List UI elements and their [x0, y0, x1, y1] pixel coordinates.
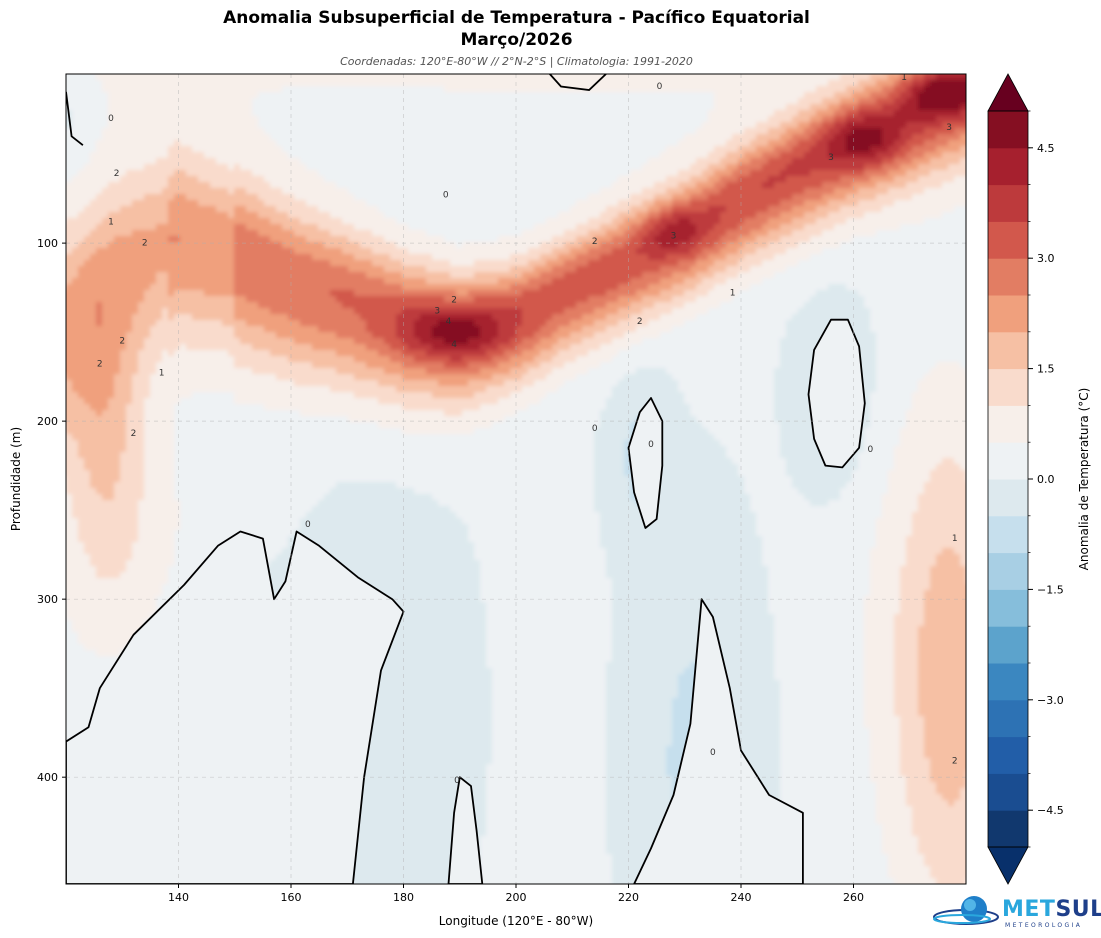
- anomaly-field: [66, 74, 966, 884]
- contour-label: 0: [454, 776, 460, 786]
- y-tick-label: 400: [37, 771, 58, 784]
- contour-label: 1: [108, 217, 114, 227]
- colorbar-bin: [988, 663, 1028, 701]
- x-tick-label: 240: [731, 891, 752, 904]
- colorbar-tick-label: 4.5: [1037, 142, 1055, 155]
- chart-title-line-2: Março/2026: [0, 30, 1033, 50]
- contour-label: 2: [952, 757, 958, 767]
- contour-label: 0: [592, 424, 598, 434]
- zero-contour-edge-1: [66, 91, 84, 146]
- y-tick-label: 100: [37, 237, 58, 250]
- contour-label: 0: [305, 520, 311, 530]
- contour-label: 4: [451, 340, 457, 350]
- colorbar-bin: [988, 184, 1028, 222]
- colorbar-tick-label: 3.0: [1037, 252, 1055, 265]
- chart-title-line-1: Anomalia Subsuperficial de Temperatura -…: [0, 8, 1033, 28]
- colorbar-bin: [988, 442, 1028, 480]
- colorbar-bin: [988, 552, 1028, 590]
- contour-label: 0: [868, 445, 874, 455]
- colorbar-bin: [988, 626, 1028, 664]
- chart-subtitle: Coordenadas: 120°E-80°W // 2°N-2°S | Cli…: [0, 55, 1033, 68]
- x-tick-label: 200: [506, 891, 527, 904]
- colorbar-bin: [988, 295, 1028, 333]
- x-tick-label: 160: [281, 891, 302, 904]
- y-axis-label: Profundidade (m): [9, 427, 23, 531]
- colorbar-bin: [988, 258, 1028, 296]
- contour-label: 3: [434, 306, 440, 316]
- contour-label: 3: [671, 232, 677, 242]
- globe-icon: [933, 896, 999, 925]
- colorbar-bin: [988, 736, 1028, 774]
- zero-contour-1: [66, 530, 405, 884]
- x-tick-label: 180: [393, 891, 414, 904]
- contour-label: 0: [108, 114, 114, 124]
- contour-label: 2: [637, 317, 643, 327]
- logo-sul: SUL: [1055, 897, 1101, 922]
- metsul-logo: METSUL METEOROLOGIA: [932, 893, 1101, 933]
- contour-label: 1: [952, 534, 958, 544]
- colorbar-bin: [988, 589, 1028, 627]
- x-tick-label: 140: [168, 891, 189, 904]
- zero-contour-3: [627, 397, 664, 529]
- colorbar-tick-label: −4.5: [1037, 804, 1064, 817]
- contour-label: 1: [901, 73, 907, 83]
- colorbar-bin: [988, 699, 1028, 738]
- logo-tagline: METEOROLOGIA: [1005, 922, 1082, 929]
- zero-contour-4: [807, 318, 866, 469]
- colorbar-bin: [988, 221, 1028, 259]
- contour-label: 2: [97, 360, 103, 370]
- colorbar-bin: [988, 147, 1028, 186]
- colorbar-bin: [988, 773, 1028, 811]
- colorbar-label: Anomalia de Temperatura (°C): [1077, 388, 1091, 571]
- y-axis: 100 200 300 400: [37, 237, 66, 784]
- colorbar-bin: [988, 405, 1028, 443]
- colorbar-bin: [988, 331, 1028, 370]
- x-tick-label: 260: [843, 891, 864, 904]
- contour-label: 2: [114, 169, 120, 179]
- grid-lines: [66, 74, 966, 884]
- colorbar-bin: [988, 810, 1028, 848]
- contour-label: 0: [443, 191, 449, 201]
- colorbar-bin: [988, 111, 1028, 149]
- contour-label: 3: [828, 153, 834, 163]
- contour-label: 0: [710, 748, 716, 758]
- x-axis: 140 160 180 200 220 240 260: [168, 884, 864, 904]
- contour-label: 0: [657, 82, 663, 92]
- y-tick-label: 300: [37, 593, 58, 606]
- colorbar: 4.5 3.0 1.5 0.0 −1.5 −3.0 −4.5: [987, 73, 1064, 885]
- logo-wordmark: METSUL: [1002, 897, 1101, 922]
- y-tick-label: 200: [37, 415, 58, 428]
- x-tick-label: 220: [618, 891, 639, 904]
- x-axis-label: Longitude (120°E - 80°W): [439, 914, 593, 928]
- contour-label: 1: [730, 288, 736, 298]
- logo-met: MET: [1002, 897, 1055, 922]
- contour-label: 4: [446, 317, 452, 327]
- contour-label: 2: [119, 337, 125, 347]
- contour-label: 1: [159, 369, 165, 379]
- colorbar-bin: [988, 515, 1028, 554]
- colorbar-bin: [988, 479, 1028, 517]
- zero-contour-edge-2: [549, 74, 607, 91]
- colorbar-tick-label: −3.0: [1037, 694, 1064, 707]
- zero-contour-5: [447, 776, 484, 884]
- colorbar-tick-label: 1.5: [1037, 363, 1055, 376]
- contour-label: 3: [946, 123, 952, 133]
- contour-label: 2: [142, 239, 148, 249]
- contour-label: 0: [648, 440, 654, 450]
- colorbar-bin: [988, 368, 1028, 406]
- colorbar-tick-label: −1.5: [1037, 583, 1064, 596]
- colorbar-extend-top: [987, 73, 1029, 112]
- colorbar-extend-bottom: [987, 846, 1029, 885]
- contour-label: 2: [131, 429, 137, 439]
- colorbar-tick-label: 0.0: [1037, 473, 1055, 486]
- contour-label: 2: [451, 296, 457, 306]
- zero-contour-2: [633, 598, 804, 884]
- contour-label: 2: [592, 237, 598, 247]
